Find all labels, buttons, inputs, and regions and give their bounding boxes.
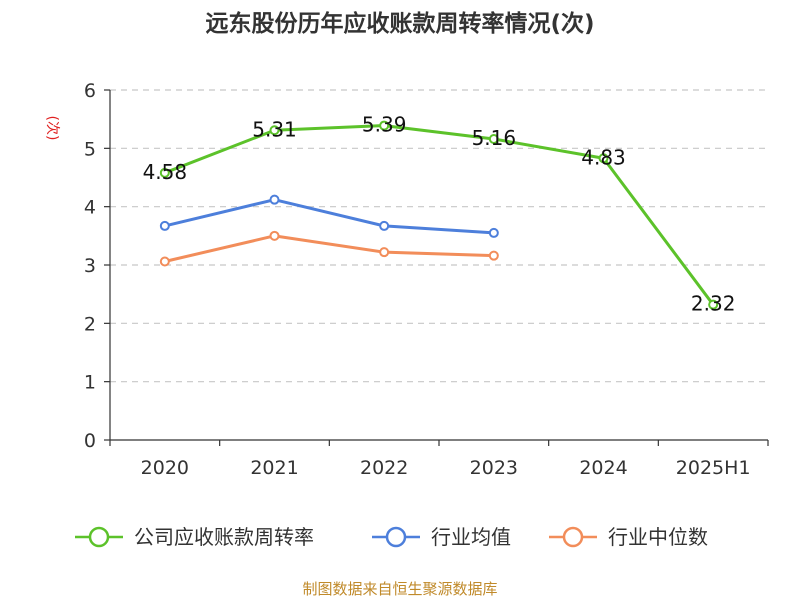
series-line	[164, 234, 494, 263]
data-point	[488, 250, 499, 261]
x-tick-label: 2022	[360, 457, 408, 479]
series-line	[164, 124, 715, 306]
series-layer: 4.58 5.31 5.39 5.16 4.83 2.32	[143, 113, 736, 316]
x-tick-label: 2024	[579, 457, 627, 479]
axes	[104, 89, 769, 446]
x-tick-label: 2020	[141, 457, 189, 479]
series-1: 4.58 5.31 5.39 5.16 4.83 2.32	[143, 113, 736, 316]
legend-marker	[385, 526, 407, 548]
y-tick-labels: 0 1 2 3 4 5 6	[84, 80, 96, 452]
legend: 公司应收账款周转率 行业均值 行业中位数	[75, 525, 708, 549]
data-point	[488, 134, 499, 144]
source-note: 制图数据来自恒生聚源数据库	[302, 580, 497, 598]
data-point	[379, 247, 390, 258]
data-label: 5.39	[362, 113, 407, 137]
data-point	[379, 120, 390, 131]
data-point	[708, 299, 719, 310]
x-tick-label: 2021	[250, 457, 298, 479]
legend-marker	[562, 526, 584, 548]
series-2	[159, 194, 499, 238]
legend-label: 行业中位数	[608, 525, 708, 549]
data-label: 5.16	[472, 126, 517, 150]
legend-label: 公司应收账款周转率	[134, 525, 314, 549]
data-point	[269, 194, 280, 205]
y-tick-label: 5	[84, 138, 96, 160]
legend-marker	[88, 526, 110, 548]
series-line	[164, 198, 494, 235]
data-label: 2.32	[691, 292, 736, 316]
data-point	[269, 230, 280, 241]
data-label: 4.83	[581, 145, 626, 169]
data-label: 5.31	[252, 117, 297, 141]
legend-label: 行业均值	[431, 525, 511, 549]
y-tick-label: 4	[84, 197, 96, 219]
data-point	[488, 227, 499, 238]
data-point	[159, 167, 170, 178]
data-point	[159, 220, 170, 231]
y-tick-label: 2	[84, 313, 96, 335]
data-point	[379, 220, 390, 231]
y-tick-label: 0	[84, 430, 96, 452]
series-3	[159, 230, 499, 267]
x-tick-label: 2023	[470, 457, 518, 479]
data-point	[598, 153, 609, 164]
data-point	[269, 125, 280, 136]
y-axis-unit: (次)	[44, 116, 60, 141]
y-tick-label: 6	[84, 80, 96, 102]
x-tick-labels: 2020 2021 2022 2023 2024 2025H1	[141, 457, 751, 479]
data-point	[159, 256, 170, 267]
y-tick-label: 1	[84, 372, 96, 394]
y-tick-label: 3	[84, 255, 96, 277]
data-label: 4.58	[143, 160, 188, 184]
x-tick-label: 2025H1	[676, 457, 751, 479]
chart-title: 远东股份历年应收账款周转率情况(次)	[205, 10, 594, 37]
